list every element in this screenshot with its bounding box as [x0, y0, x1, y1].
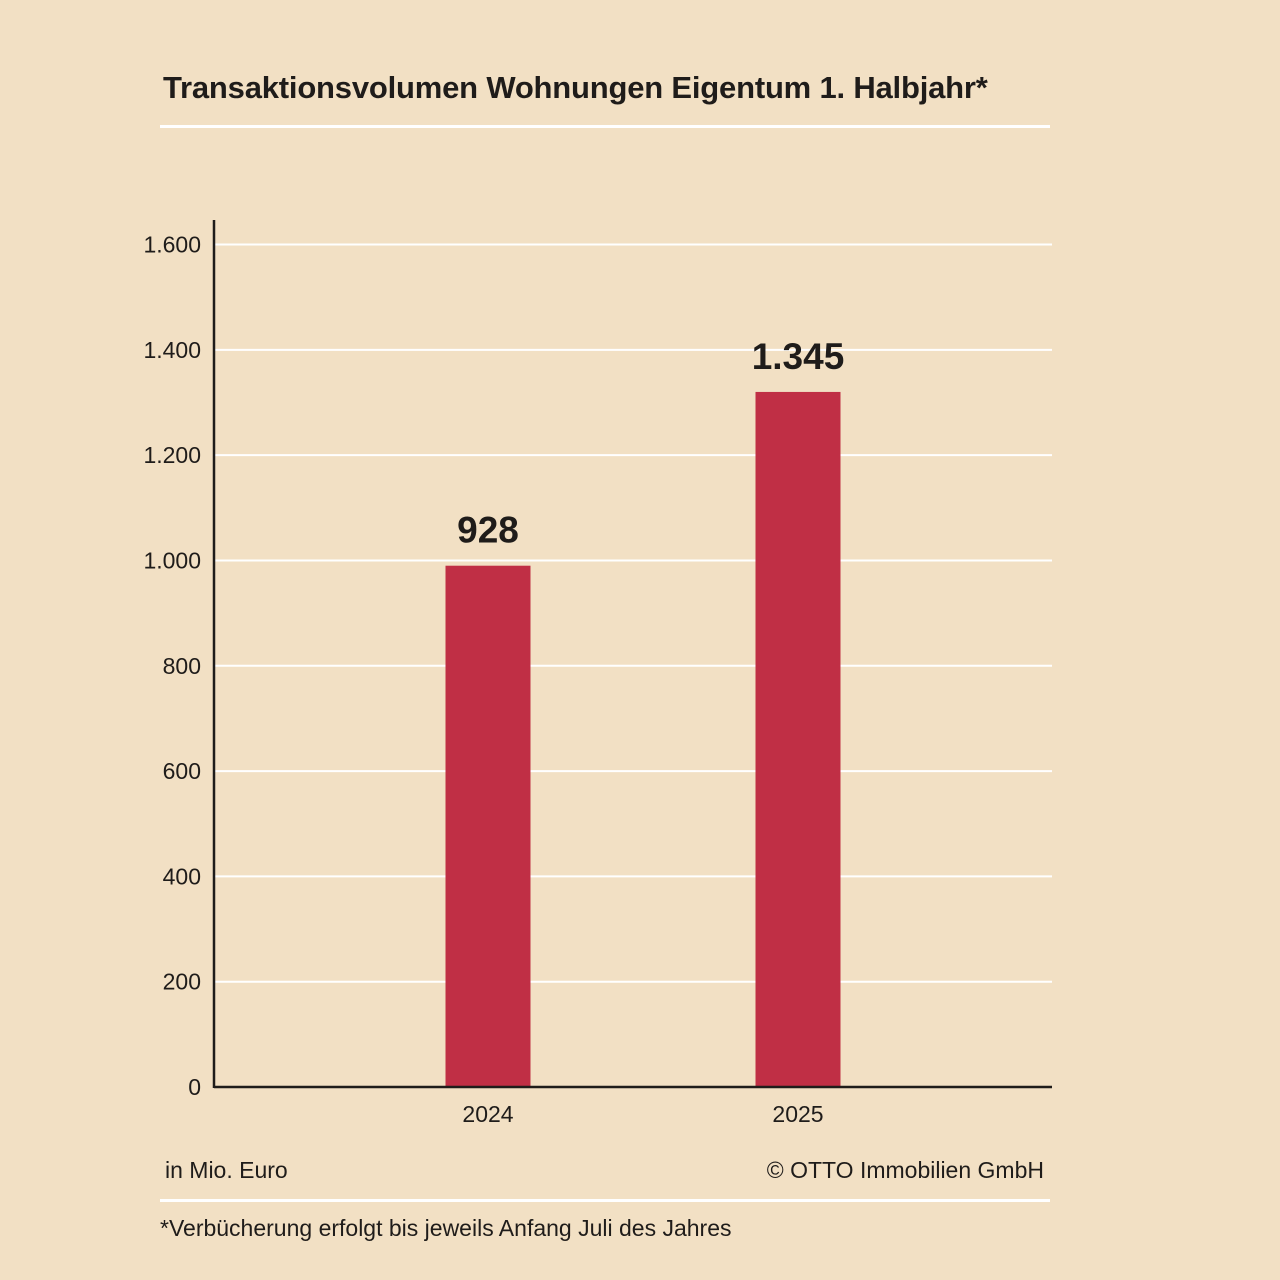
data-label: 1.345 [752, 336, 845, 377]
y-tick-label: 1.600 [143, 232, 201, 258]
y-tick-label: 600 [163, 758, 201, 784]
y-tick-label: 1.400 [143, 337, 201, 363]
footer-divider [160, 1199, 1050, 1202]
x-tick-label: 2024 [462, 1101, 513, 1127]
chart-title: Transaktionsvolumen Wohnungen Eigentum 1… [163, 70, 988, 105]
y-tick-label: 1.000 [143, 547, 201, 573]
bar-chart: 0 200 400 600 800 1.000 1.200 1.400 1.600 928 2024… [143, 220, 1052, 1127]
source-credit: © OTTO Immobilien GmbH [766, 1157, 1044, 1183]
bar [445, 565, 531, 1087]
unit-label: in Mio. Euro [165, 1157, 288, 1183]
y-tick-label: 800 [163, 653, 201, 679]
y-tick-label: 200 [163, 969, 201, 995]
y-tick-label: 1.200 [143, 442, 201, 468]
bar [755, 391, 841, 1087]
y-tick-label: 400 [163, 863, 201, 889]
data-label: 928 [457, 510, 519, 551]
title-divider [160, 125, 1050, 128]
footnote: *Verbücherung erfolgt bis jeweils Anfang… [160, 1215, 732, 1241]
y-tick-label: 0 [188, 1074, 201, 1100]
x-tick-label: 2025 [772, 1101, 823, 1127]
